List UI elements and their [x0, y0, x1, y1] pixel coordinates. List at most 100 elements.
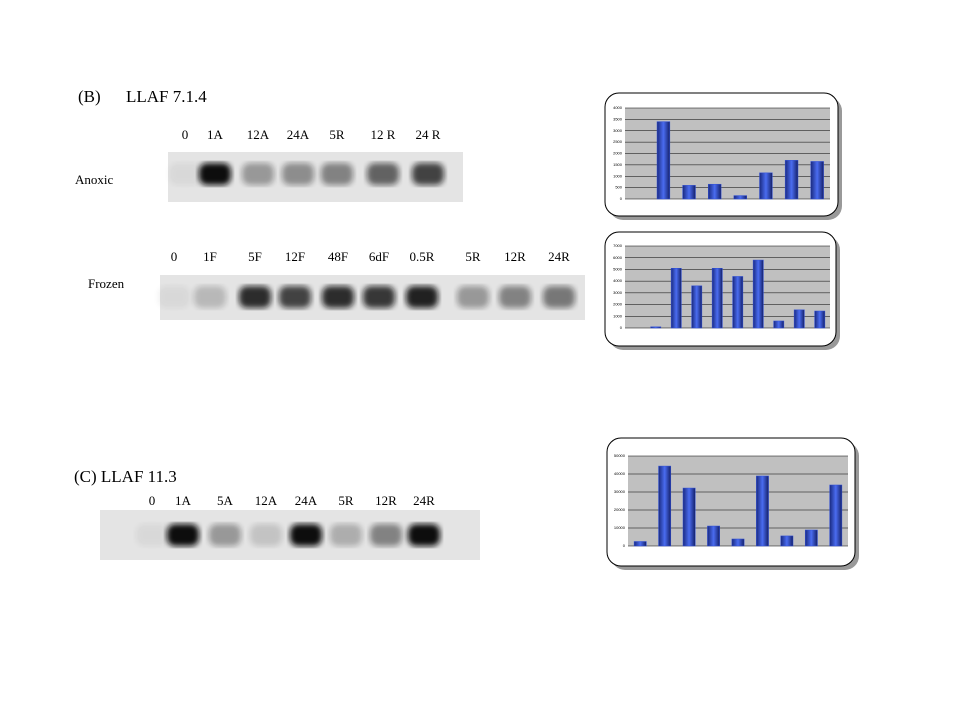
- bar-chart: 0 10000 20000 30000 40000 50000: [606, 437, 859, 570]
- y-tick-label: 3000: [613, 128, 623, 133]
- bar: [670, 268, 682, 329]
- bar-chart: 0 1000 2000 3000 4000 5000 6000 7000: [604, 231, 840, 350]
- bar: [732, 276, 744, 329]
- lane-label: 0.5R: [410, 249, 435, 264]
- bar: [708, 183, 722, 200]
- y-tick-label: 6000: [613, 255, 623, 260]
- band: [279, 286, 311, 308]
- band: [363, 286, 395, 308]
- band: [242, 163, 274, 185]
- bar: [756, 475, 769, 547]
- y-tick-label: 1000: [613, 313, 623, 318]
- y-tick-label: 3000: [613, 290, 623, 295]
- band: [199, 163, 231, 185]
- bar: [829, 484, 843, 547]
- y-tick-label: 4000: [613, 278, 623, 283]
- lane-label: 24R: [413, 493, 435, 508]
- bar: [784, 160, 799, 200]
- band: [209, 524, 241, 546]
- y-tick-label: 4000: [613, 105, 623, 110]
- lane-label: 24 R: [416, 127, 441, 142]
- lane-label: 12A: [255, 493, 278, 508]
- row-label: Anoxic: [75, 172, 114, 187]
- lane-label: 12A: [247, 127, 270, 142]
- bar: [633, 541, 647, 547]
- bar: [656, 121, 671, 200]
- lane-label: 0: [182, 127, 189, 142]
- lane-label: 12R: [504, 249, 526, 264]
- band: [169, 163, 201, 185]
- bar: [650, 326, 662, 329]
- band: [282, 163, 314, 185]
- lane-label: 0: [149, 493, 156, 508]
- bar: [682, 487, 696, 547]
- band: [322, 286, 354, 308]
- band: [194, 286, 226, 308]
- bar: [780, 535, 794, 547]
- y-tick-label: 500: [615, 185, 622, 190]
- band: [412, 163, 444, 185]
- y-tick-label: 2000: [613, 151, 623, 156]
- band: [408, 524, 440, 546]
- bar: [691, 285, 703, 329]
- lane-label: 24R: [548, 249, 570, 264]
- lane-label: 48F: [328, 249, 348, 264]
- band: [406, 286, 438, 308]
- y-tick-label: 1500: [613, 162, 623, 167]
- y-tick-label: 30000: [614, 489, 626, 494]
- bar: [731, 538, 745, 547]
- band: [499, 286, 531, 308]
- bar: [804, 529, 818, 547]
- bar: [773, 320, 785, 329]
- band: [543, 286, 575, 308]
- bar: [733, 195, 747, 200]
- band: [136, 524, 168, 546]
- bar: [793, 309, 805, 329]
- lane-label: 6dF: [369, 249, 389, 264]
- y-tick-label: 20000: [614, 507, 626, 512]
- panel-label: (B): [78, 87, 101, 106]
- band: [321, 163, 353, 185]
- y-tick-label: 50000: [614, 453, 626, 458]
- bar: [759, 172, 773, 200]
- lane-label: 5R: [465, 249, 481, 264]
- bar: [752, 259, 764, 329]
- lane-label: 5R: [338, 493, 354, 508]
- lane-label: 5F: [248, 249, 262, 264]
- y-tick-label: 0: [623, 543, 626, 548]
- bar: [810, 161, 824, 200]
- y-tick-label: 7000: [613, 243, 623, 248]
- bar-chart: 0 500 1000 1500 2000 2500 3000 3500 4000: [604, 92, 842, 220]
- y-tick-label: 0: [620, 196, 623, 201]
- y-tick-label: 3500: [613, 116, 623, 121]
- lane-label: 24A: [287, 127, 310, 142]
- row-label: Frozen: [88, 276, 125, 291]
- lane-label: 1A: [175, 493, 192, 508]
- lane-label: 5A: [217, 493, 234, 508]
- y-tick-label: 40000: [614, 471, 626, 476]
- band: [158, 286, 190, 308]
- lane-label: 12F: [285, 249, 305, 264]
- bar: [658, 465, 672, 547]
- lane-label: 12 R: [371, 127, 396, 142]
- y-tick-label: 2500: [613, 139, 623, 144]
- band: [167, 524, 199, 546]
- band: [290, 524, 322, 546]
- bar: [682, 185, 696, 200]
- lane-label: 5R: [329, 127, 345, 142]
- band: [250, 524, 282, 546]
- bar: [707, 525, 720, 547]
- lane-label: 24A: [295, 493, 318, 508]
- band: [457, 286, 489, 308]
- y-tick-label: 0: [620, 325, 623, 330]
- lane-label: 0: [171, 249, 178, 264]
- band: [367, 163, 399, 185]
- bar: [814, 310, 826, 329]
- lane-label: 1A: [207, 127, 224, 142]
- y-tick-label: 5000: [613, 266, 623, 271]
- y-tick-label: 10000: [614, 525, 626, 530]
- panel-title: (C) LLAF 11.3: [74, 467, 177, 486]
- y-tick-label: 1000: [613, 173, 623, 178]
- lane-label: 1F: [203, 249, 217, 264]
